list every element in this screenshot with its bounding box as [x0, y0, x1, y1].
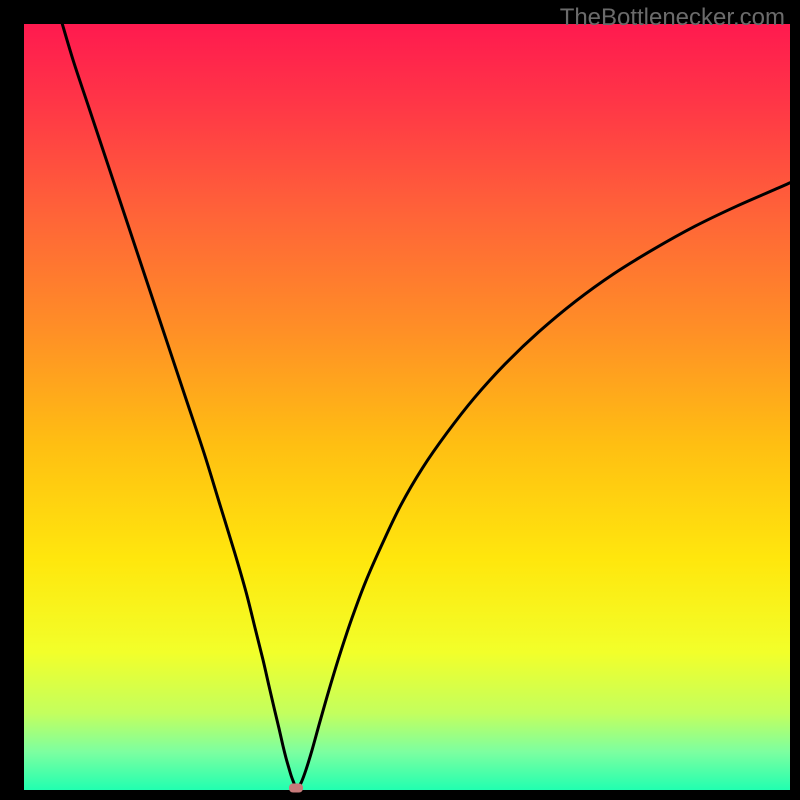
bottleneck-curve	[62, 24, 790, 788]
chart-canvas: TheBottlenecker.com	[0, 0, 800, 800]
watermark-label: TheBottlenecker.com	[560, 4, 785, 31]
watermark-text: TheBottlenecker.com	[560, 4, 785, 32]
curve-layer	[0, 0, 800, 800]
curve-min-marker	[289, 783, 303, 792]
